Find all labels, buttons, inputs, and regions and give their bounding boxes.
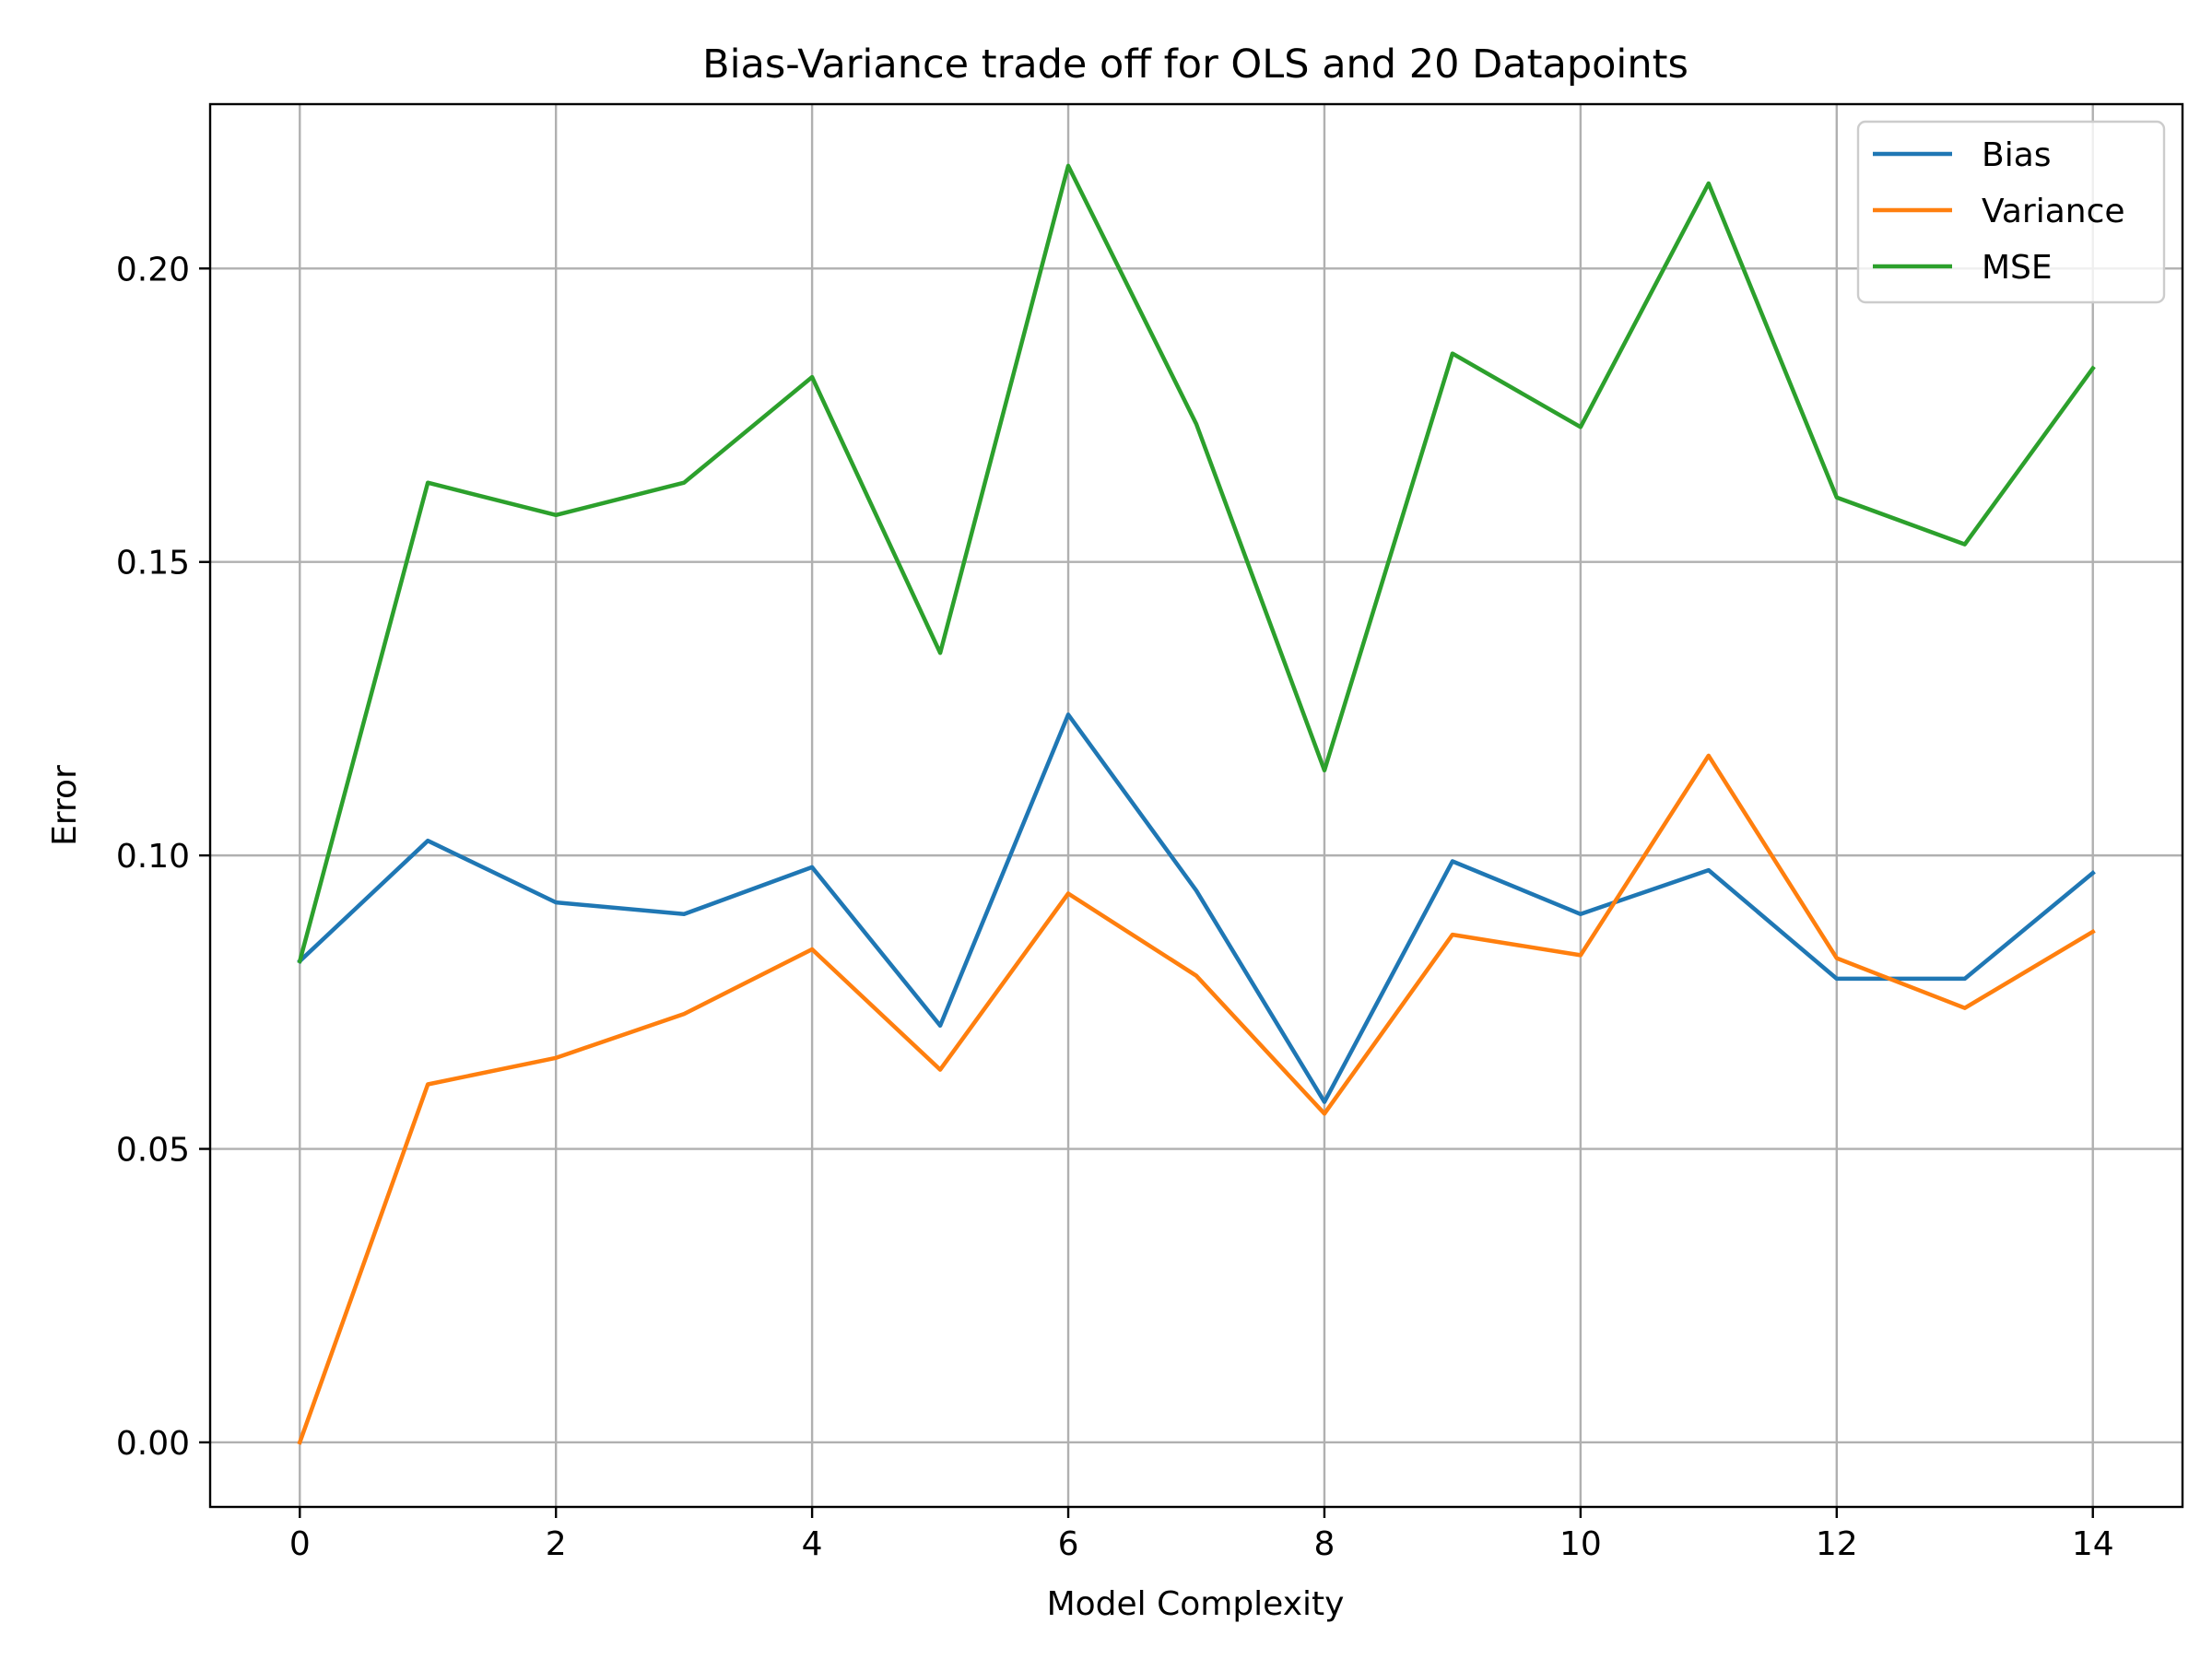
series-mse	[297, 163, 2096, 964]
y-tick-label: 0.10	[116, 838, 190, 876]
y-axis-label: Error	[46, 765, 84, 846]
x-axis-label: Model Complexity	[1047, 1585, 1345, 1623]
legend: Bias Variance MSE	[1856, 120, 2166, 304]
y-tick-label: 0.00	[116, 1425, 190, 1463]
x-tick-label: 2	[546, 1525, 567, 1563]
legend-box	[1856, 120, 2166, 304]
plot-area-frame	[208, 102, 2184, 1509]
legend-entries: Bias Variance MSE	[1873, 136, 2125, 287]
legend-entry-variance: Variance	[1873, 193, 2125, 230]
x-tick-label: 4	[802, 1525, 823, 1563]
legend-label: MSE	[1982, 249, 2053, 287]
x-tick-label: 8	[1314, 1525, 1335, 1563]
legend-entry-bias: Bias	[1873, 136, 2052, 174]
legend-entry-mse: MSE	[1873, 249, 2053, 287]
y-tick-label: 0.20	[116, 251, 190, 288]
x-tick-label: 0	[289, 1525, 311, 1563]
x-tick-label: 10	[1559, 1525, 1602, 1563]
x-tick-label: 12	[1816, 1525, 1858, 1563]
legend-label: Bias	[1982, 136, 2052, 174]
y-tick-label: 0.05	[116, 1132, 190, 1170]
x-tick-label: 6	[1058, 1525, 1079, 1563]
y-axis-ticks: 0.00 0.05 0.10 0.15 0.20	[116, 251, 210, 1463]
series-line-bias	[297, 712, 2096, 1104]
chart-title: Bias-Variance trade off for OLS and 20 D…	[702, 41, 1688, 88]
plot-series	[297, 163, 2096, 1445]
x-axis-ticks: 0 2 4 6 8 10 12 14	[289, 1507, 2114, 1563]
y-tick-label: 0.15	[116, 545, 190, 582]
legend-label: Variance	[1982, 193, 2125, 230]
series-bias	[297, 712, 2096, 1104]
series-line-variance	[297, 753, 2096, 1445]
x-tick-label: 14	[2072, 1525, 2114, 1563]
series-line-mse	[297, 163, 2096, 964]
series-variance	[297, 753, 2096, 1445]
grid	[210, 104, 2183, 1507]
